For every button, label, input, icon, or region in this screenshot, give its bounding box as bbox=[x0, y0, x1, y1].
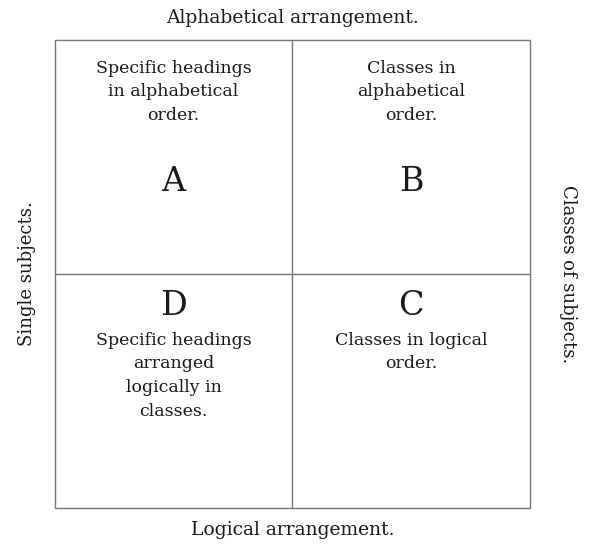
Text: Classes in logical
order.: Classes in logical order. bbox=[335, 332, 487, 372]
Text: Classes of subjects.: Classes of subjects. bbox=[559, 185, 577, 363]
Text: Logical arrangement.: Logical arrangement. bbox=[191, 521, 394, 539]
Text: D: D bbox=[160, 290, 187, 322]
Text: B: B bbox=[399, 166, 423, 198]
Text: Specific headings
in alphabetical
order.: Specific headings in alphabetical order. bbox=[95, 60, 251, 124]
Text: C: C bbox=[398, 290, 424, 322]
Text: Specific headings
arranged
logically in
classes.: Specific headings arranged logically in … bbox=[95, 332, 251, 420]
Bar bbox=[55, 40, 530, 508]
Text: A: A bbox=[161, 166, 185, 198]
Text: Classes in
alphabetical
order.: Classes in alphabetical order. bbox=[357, 60, 465, 124]
Text: Single subjects.: Single subjects. bbox=[18, 202, 36, 346]
Text: Alphabetical arrangement.: Alphabetical arrangement. bbox=[166, 9, 419, 27]
